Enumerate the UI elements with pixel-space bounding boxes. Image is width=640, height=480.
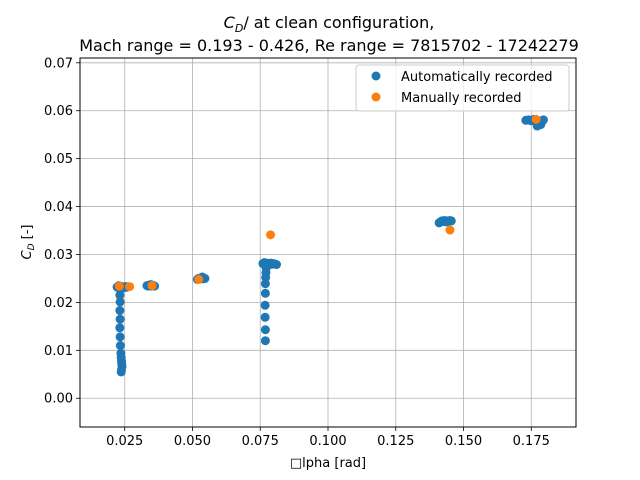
- data-point: [445, 225, 455, 235]
- chart-title-line-1: CD/ at clean configuration,: [224, 13, 435, 35]
- data-point: [115, 314, 125, 324]
- x-tick-label: 0.175: [513, 434, 550, 449]
- title-c-symbol: C: [224, 13, 236, 32]
- data-point: [115, 290, 125, 300]
- series-1: [114, 114, 541, 292]
- data-point: [266, 230, 276, 240]
- legend-box: [355, 64, 570, 112]
- x-tick-label: 0.125: [377, 434, 414, 449]
- data-point: [194, 274, 204, 284]
- data-points: [112, 114, 548, 377]
- x-tick-label: 0.050: [174, 434, 211, 449]
- legend-label-manual: Manually recorded: [401, 91, 521, 106]
- data-point: [260, 312, 270, 322]
- data-point: [115, 323, 125, 333]
- data-point: [114, 281, 124, 291]
- data-point: [147, 281, 157, 291]
- ylabel-suffix: [-]: [20, 225, 35, 244]
- data-point: [260, 288, 270, 298]
- y-tick-label: 0.03: [44, 248, 73, 263]
- data-point: [125, 282, 135, 292]
- y-tick-label: 0.06: [44, 104, 73, 119]
- y-tick-label: 0.00: [44, 392, 73, 407]
- y-axis-ticks: 0.00 0.01 0.02 0.03 0.04 0.05 0.06 0.07: [44, 56, 80, 407]
- data-point: [115, 341, 125, 351]
- data-point: [538, 115, 548, 125]
- chart-title-line-2: Mach range = 0.193 - 0.426, Re range = 7…: [79, 36, 579, 55]
- x-axis-ticks: 0.025 0.050 0.075 0.100 0.125 0.150 0.175: [106, 427, 550, 449]
- x-tick-label: 0.075: [242, 434, 279, 449]
- data-point: [446, 216, 456, 226]
- y-tick-label: 0.02: [44, 296, 73, 311]
- data-point: [260, 325, 270, 335]
- x-axis-label: □lpha [rad]: [290, 456, 366, 471]
- data-point: [115, 306, 125, 316]
- x-tick-label: 0.150: [445, 434, 482, 449]
- data-point: [532, 121, 542, 131]
- legend-marker-automatic: [371, 71, 381, 81]
- data-point: [260, 279, 270, 289]
- x-tick-label: 0.100: [309, 434, 346, 449]
- legend-label-automatic: Automatically recorded: [401, 70, 552, 85]
- y-tick-label: 0.07: [44, 56, 73, 71]
- data-point: [116, 367, 126, 377]
- y-tick-label: 0.04: [44, 200, 73, 215]
- title-d-subscript: D: [235, 22, 243, 35]
- data-point: [115, 297, 125, 307]
- y-tick-label: 0.05: [44, 152, 73, 167]
- data-point: [531, 114, 541, 124]
- y-axis-label: CD [-]: [20, 225, 37, 260]
- data-point: [115, 332, 125, 342]
- y-tick-label: 0.01: [44, 344, 73, 359]
- legend: Automatically recorded Manually recorded: [355, 64, 570, 112]
- title-suffix: / at clean configuration,: [243, 13, 434, 32]
- data-point: [272, 260, 282, 270]
- x-tick-label: 0.025: [106, 434, 143, 449]
- data-point: [260, 336, 270, 346]
- legend-marker-manual: [371, 92, 381, 102]
- ylabel-c-symbol: C: [20, 249, 35, 259]
- ylabel-d-subscript: D: [27, 243, 37, 250]
- grid: [80, 58, 576, 427]
- data-point: [260, 300, 270, 310]
